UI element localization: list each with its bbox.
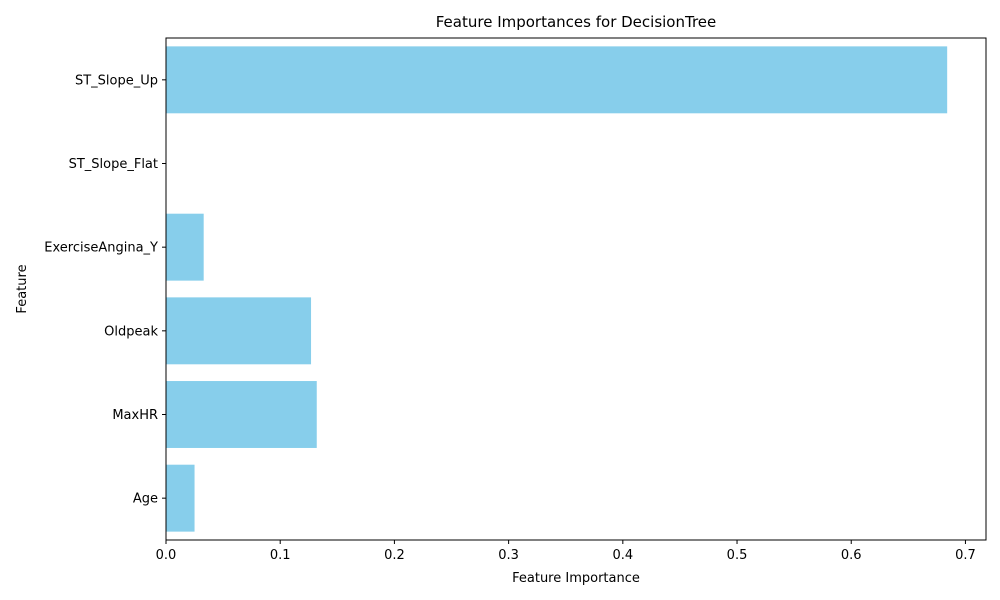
y-tick-label: MaxHR (112, 408, 158, 423)
y-tick-label: ExerciseAngina_Y (44, 241, 158, 256)
y-tick-label: Oldpeak (104, 324, 158, 339)
x-tick-label: 0.7 (955, 548, 976, 563)
y-tick-label: ST_Slope_Up (75, 73, 158, 88)
plot-frame (165, 37, 987, 541)
x-ticks-group: 0.0 0.1 0.2 0.3 0.4 0.5 0.6 0.7 (156, 540, 976, 563)
bar-age (166, 464, 195, 532)
bars-group (166, 46, 948, 532)
y-axis-label: Feature (15, 264, 30, 313)
bar-maxhr (166, 381, 317, 448)
x-tick-label: 0.1 (270, 548, 291, 563)
x-tick-label: 0.3 (498, 548, 519, 563)
y-tick-label: Age (133, 492, 158, 507)
x-tick-label: 0.0 (156, 548, 177, 563)
bar-oldpeak (166, 297, 312, 365)
y-ticks-group: Age MaxHR Oldpeak ExerciseAngina_Y ST_Slope_… (44, 73, 166, 507)
x-tick-label: 0.5 (727, 548, 748, 563)
y-tick-label: ST_Slope_Flat (69, 157, 158, 172)
x-tick-label: 0.4 (612, 548, 633, 563)
bar-st-slope-up (166, 46, 948, 114)
x-axis-label: Feature Importance (512, 571, 640, 586)
x-tick-label: 0.6 (841, 548, 862, 563)
x-tick-label: 0.2 (384, 548, 405, 563)
bar-exerciseangina-y (166, 213, 204, 281)
chart-title: Feature Importances for DecisionTree (436, 13, 717, 31)
